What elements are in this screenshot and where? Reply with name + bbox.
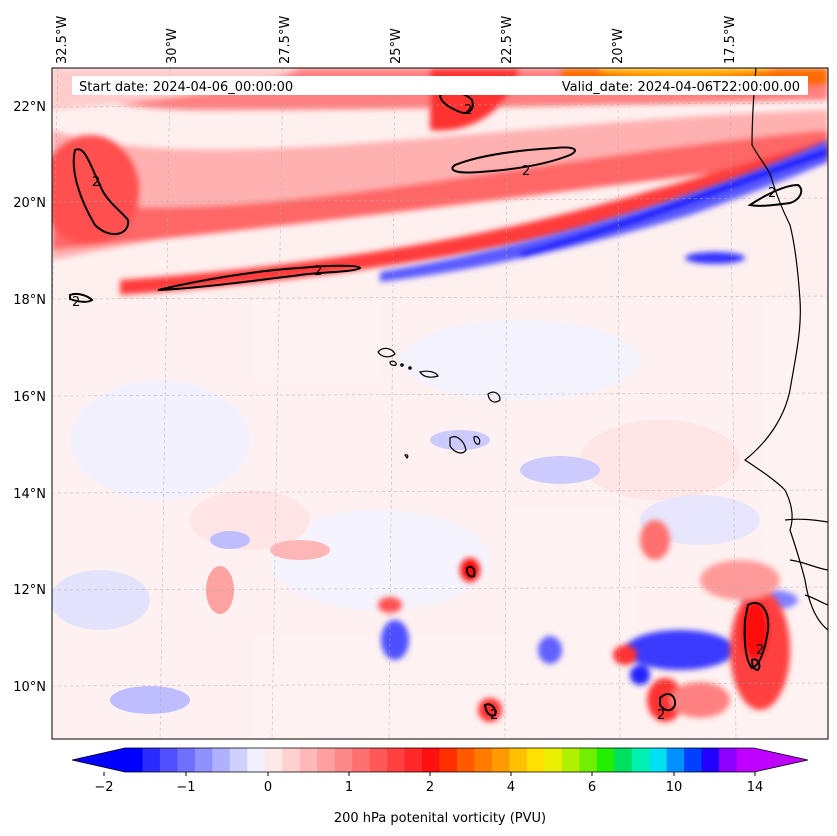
valid-date-label: Valid_date: 2024-04-06T22:00:00.00 bbox=[562, 80, 800, 95]
colorbar-swatch bbox=[561, 748, 580, 772]
colorbar-swatch bbox=[159, 748, 178, 772]
colorbar-swatch bbox=[247, 748, 266, 772]
colorbar-swatch bbox=[334, 748, 353, 772]
contour-label: 2 bbox=[657, 708, 665, 723]
colorbar-swatch bbox=[491, 748, 510, 772]
colorbar bbox=[71, 747, 809, 773]
map-frame bbox=[51, 67, 829, 740]
lon-label: 17.5°W bbox=[723, 16, 738, 64]
contour-label: 2 bbox=[464, 103, 472, 118]
colorbar-swatch bbox=[736, 748, 755, 772]
southern-positive-blobs bbox=[378, 520, 790, 722]
contour-label: 2 bbox=[490, 708, 498, 723]
colorbar-swatch bbox=[631, 748, 650, 772]
colorbar-ticks: −2 −1 0 1 2 4 6 10 14 bbox=[94, 772, 763, 795]
colorbar-swatch bbox=[596, 748, 615, 772]
map-panel: 2 2 2 2 2 2 2 2 2 bbox=[52, 68, 828, 739]
lat-label: 12°N bbox=[13, 583, 46, 598]
colorbar-swatch bbox=[125, 748, 143, 772]
colorbar-swatch bbox=[526, 748, 545, 772]
colorbar-swatch bbox=[177, 748, 196, 772]
lat-label: 22°N bbox=[13, 100, 46, 115]
date-banner bbox=[72, 76, 808, 95]
colorbar-swatch bbox=[684, 748, 703, 772]
colorbar-tick-label: −2 bbox=[94, 780, 113, 795]
colorbar-swatch bbox=[579, 748, 598, 772]
contour-label: 2 bbox=[756, 643, 764, 658]
colorbar-extend-low bbox=[72, 748, 125, 772]
colorbar-swatch bbox=[142, 748, 161, 772]
cape-verde-islands bbox=[377, 347, 501, 459]
colorbar-swatch bbox=[387, 748, 406, 772]
colorbar-tick-label: 2 bbox=[426, 780, 434, 795]
weak-anomaly-field bbox=[52, 300, 828, 739]
colorbar-swatch bbox=[439, 748, 458, 772]
lon-label: 22.5°W bbox=[500, 16, 515, 64]
colorbar-swatch bbox=[719, 748, 738, 772]
colorbar-swatch bbox=[299, 748, 318, 772]
contour-label: 2 bbox=[768, 186, 776, 201]
colorbar-swatch bbox=[352, 748, 371, 772]
colorbar-swatch bbox=[404, 748, 423, 772]
colorbar-swatch bbox=[701, 748, 720, 772]
lat-label: 16°N bbox=[13, 390, 46, 405]
colorbar-swatch bbox=[212, 748, 231, 772]
colorbar-tick-label: 0 bbox=[264, 780, 272, 795]
lat-label: 20°N bbox=[13, 196, 46, 211]
colorbar-swatch bbox=[456, 748, 475, 772]
colorbar-swatch bbox=[194, 748, 213, 772]
colorbar-swatch bbox=[369, 748, 388, 772]
lon-label: 20°W bbox=[611, 28, 626, 64]
colorbar-swatch bbox=[509, 748, 528, 772]
colorbar-extend-high bbox=[754, 748, 808, 772]
longitude-labels: 32.5°W 30°W 27.5°W 25°W 22.5°W 20°W 17.5… bbox=[55, 16, 738, 64]
colorbar-swatch bbox=[264, 748, 283, 772]
contour-label: 2 bbox=[72, 295, 80, 310]
colorbar-tick-label: −1 bbox=[176, 780, 195, 795]
contour-label: 2 bbox=[522, 164, 530, 179]
lat-label: 14°N bbox=[13, 487, 46, 502]
colorbar-swatch bbox=[544, 748, 563, 772]
colorbar-swatch bbox=[666, 748, 685, 772]
colorbar-tick-label: 4 bbox=[507, 780, 515, 795]
lat-label: 10°N bbox=[13, 680, 46, 695]
colorbar-tick-label: 6 bbox=[588, 780, 596, 795]
start-date-label: Start date: 2024-04-06_00:00:00 bbox=[79, 80, 293, 95]
coastline bbox=[743, 68, 828, 631]
colorbar-swatch bbox=[614, 748, 633, 772]
colorbar-swatch bbox=[474, 748, 493, 772]
lat-label: 18°N bbox=[13, 293, 46, 308]
contour-labels: 2 2 2 2 2 2 2 2 2 bbox=[72, 103, 776, 723]
colorbar-tick-label: 14 bbox=[747, 780, 764, 795]
colorbar-swatch bbox=[649, 748, 668, 772]
colorbar-swatch bbox=[317, 748, 336, 772]
colorbar-tick-label: 1 bbox=[345, 780, 353, 795]
colorbar-tick-label: 10 bbox=[666, 780, 683, 795]
negative-pv-streak bbox=[380, 140, 828, 685]
latitude-labels: 22°N 20°N 18°N 16°N 14°N 12°N 10°N bbox=[13, 100, 46, 695]
contour-label: 2 bbox=[314, 264, 322, 279]
colorbar-swatch bbox=[422, 748, 440, 772]
colorbar-swatch bbox=[282, 748, 301, 772]
lon-label: 30°W bbox=[165, 28, 180, 64]
lon-label: 32.5°W bbox=[55, 16, 70, 64]
colorbar-swatch bbox=[229, 748, 248, 772]
lon-label: 25°W bbox=[389, 28, 404, 64]
graticule bbox=[52, 68, 828, 739]
colorbar-label: 200 hPa potenital vorticity (PVU) bbox=[334, 811, 546, 826]
contour-label: 2 bbox=[92, 175, 100, 190]
lon-label: 27.5°W bbox=[278, 16, 293, 64]
pv-2-contours bbox=[69, 91, 803, 717]
colorbar-outline bbox=[71, 747, 809, 773]
